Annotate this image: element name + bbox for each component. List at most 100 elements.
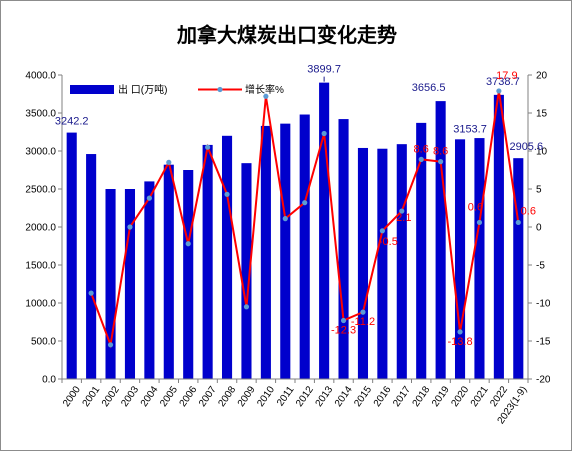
growth-rate-point — [340, 317, 347, 324]
x-tick-label: 2002 — [100, 384, 122, 409]
growth-rate-point — [321, 130, 327, 137]
bar — [241, 163, 252, 379]
x-tick-label: 2016 — [372, 384, 394, 409]
x-tick-label: 2020 — [449, 384, 471, 409]
growth-rate-point — [496, 88, 502, 94]
x-tick-label: 2008 — [216, 384, 238, 409]
right-tick-label: -15 — [536, 337, 551, 348]
x-tick-label: 2013 — [314, 384, 336, 409]
x-tick-label: 2007 — [197, 384, 219, 409]
left-tick-label: 500.0 — [31, 337, 56, 348]
x-tick-label: 2000 — [61, 384, 83, 409]
right-tick-label: -20 — [536, 375, 551, 386]
line-data-label: 2.1 — [396, 212, 411, 224]
growth-rate-point — [107, 342, 114, 348]
x-tick-label: 2006 — [178, 384, 200, 409]
x-tick-label: 2018 — [411, 384, 433, 409]
growth-rate-point — [263, 93, 269, 99]
bar — [416, 122, 427, 379]
bar-series — [66, 82, 524, 380]
x-tick-label: 2021 — [469, 384, 491, 409]
line-data-label: -12.3 — [331, 324, 356, 336]
bar — [435, 101, 446, 380]
bar — [338, 119, 349, 379]
x-tick-label: 2011 — [275, 384, 297, 408]
left-tick-label: 2000.0 — [25, 223, 56, 234]
right-tick-label: -10 — [536, 299, 551, 310]
x-tick-label: 2003 — [119, 384, 141, 409]
x-tick-label: 2012 — [294, 384, 316, 409]
bar — [260, 125, 271, 379]
legend-line-label: 增长率% — [245, 83, 284, 96]
growth-rate-point — [360, 309, 366, 315]
bar — [474, 138, 485, 379]
chart-title: 加拿大煤炭出口变化走势 — [176, 23, 397, 47]
bar — [221, 135, 233, 379]
growth-rate-point — [88, 290, 94, 296]
legend-bar-label: 出 口(万吨) — [118, 83, 167, 96]
x-tick-label: 2001 — [81, 384, 103, 409]
line-data-label: -0.5 — [379, 236, 398, 248]
right-tick-label: 20 — [536, 71, 548, 82]
line-data-label: 0.6 — [468, 201, 483, 213]
line-data-label: 17.9 — [496, 70, 517, 82]
right-tick-label: 5 — [536, 185, 542, 196]
right-tick-label: 10 — [536, 147, 548, 158]
growth-rate-point — [457, 329, 463, 335]
growth-rate-point — [282, 216, 288, 222]
bar — [163, 164, 174, 379]
line-series — [88, 88, 521, 349]
growth-rate-point — [379, 228, 385, 234]
data-labels: 3242.2 3899.7 3656.5 3153.7 3738.7 2905.6 -12.… — [55, 64, 543, 348]
growth-rate-point — [224, 191, 230, 197]
bar — [319, 82, 330, 380]
growth-rate-point — [243, 304, 250, 310]
line-data-label: 0.6 — [521, 205, 536, 217]
right-tick-label: 15 — [536, 109, 548, 120]
bar — [513, 158, 524, 379]
left-tick-label: 3000.0 — [25, 147, 56, 158]
growth-rate-point — [438, 159, 444, 165]
left-tick-label: 0.0 — [42, 375, 56, 386]
bar — [144, 181, 155, 379]
growth-rate-point — [185, 241, 191, 247]
line-data-label: -13.8 — [448, 336, 473, 348]
bar-data-label: 2905.6 — [509, 141, 543, 153]
bar — [86, 154, 97, 379]
bar-data-label: 3656.5 — [412, 82, 446, 94]
bar — [280, 123, 291, 379]
x-tick-label: 2014 — [333, 384, 355, 409]
left-tick-label: 3500.0 — [25, 109, 56, 120]
x-tick-label: 2010 — [255, 384, 277, 409]
right-tick-label: 0 — [536, 223, 542, 234]
legend-bar-swatch — [70, 85, 114, 94]
growth-rate-point — [515, 219, 521, 226]
x-tick-label: 2004 — [139, 384, 161, 409]
line-data-label: -11.2 — [351, 316, 375, 328]
growth-rate-point — [146, 195, 152, 201]
bar-data-label: 3242.2 — [55, 116, 89, 128]
bar — [105, 189, 116, 379]
bar — [66, 132, 77, 379]
bar-data-label: 3899.7 — [307, 64, 341, 76]
x-tick-label: 2017 — [391, 384, 413, 409]
bar — [454, 139, 466, 379]
bar — [396, 144, 407, 379]
growth-rate-point — [418, 156, 424, 162]
right-tick-label: -5 — [536, 261, 545, 272]
line-data-label: 8.6 — [414, 143, 429, 155]
line-data-label: 8.6 — [433, 146, 448, 158]
bar — [183, 170, 194, 379]
x-tick-label: 2009 — [236, 384, 258, 409]
growth-rate-point — [399, 208, 405, 214]
growth-rate-point — [127, 224, 133, 230]
x-tick-label: 2005 — [158, 384, 180, 409]
growth-rate-point — [166, 159, 172, 165]
growth-rate-point — [205, 144, 211, 150]
left-tick-label: 1000.0 — [25, 299, 56, 310]
growth-rate-point — [476, 219, 483, 226]
legend-line-marker — [217, 86, 223, 93]
x-tick-label: 2015 — [352, 384, 374, 409]
bar-data-label: 3153.7 — [453, 123, 487, 135]
